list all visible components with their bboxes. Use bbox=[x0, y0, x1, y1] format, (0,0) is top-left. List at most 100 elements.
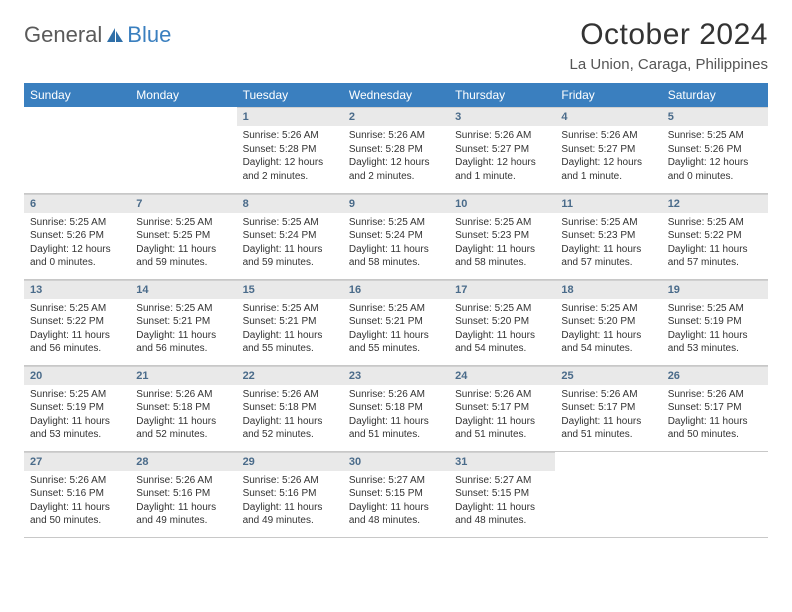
daylight-text: Daylight: 11 hours and 53 minutes. bbox=[30, 415, 124, 442]
day-number: 18 bbox=[555, 280, 661, 299]
sunset-text: Sunset: 5:18 PM bbox=[349, 401, 443, 415]
logo-text-general: General bbox=[24, 22, 102, 48]
day-body: Sunrise: 5:26 AMSunset: 5:16 PMDaylight:… bbox=[237, 471, 343, 532]
calendar-cell: 17Sunrise: 5:25 AMSunset: 5:20 PMDayligh… bbox=[449, 279, 555, 365]
sunrise-text: Sunrise: 5:25 AM bbox=[561, 302, 655, 316]
calendar-cell: 12Sunrise: 5:25 AMSunset: 5:22 PMDayligh… bbox=[662, 193, 768, 279]
day-number: 25 bbox=[555, 366, 661, 385]
sunrise-text: Sunrise: 5:25 AM bbox=[668, 216, 762, 230]
day-number: 19 bbox=[662, 280, 768, 299]
daylight-text: Daylight: 11 hours and 59 minutes. bbox=[136, 243, 230, 270]
calendar-cell: 31Sunrise: 5:27 AMSunset: 5:15 PMDayligh… bbox=[449, 451, 555, 537]
month-title: October 2024 bbox=[570, 18, 768, 52]
sunset-text: Sunset: 5:21 PM bbox=[136, 315, 230, 329]
calendar-cell: 2Sunrise: 5:26 AMSunset: 5:28 PMDaylight… bbox=[343, 107, 449, 193]
day-body: Sunrise: 5:25 AMSunset: 5:26 PMDaylight:… bbox=[662, 126, 768, 187]
calendar-cell: 9Sunrise: 5:25 AMSunset: 5:24 PMDaylight… bbox=[343, 193, 449, 279]
day-number: 29 bbox=[237, 452, 343, 471]
day-number: 24 bbox=[449, 366, 555, 385]
weekday-header: Monday bbox=[130, 83, 236, 107]
sunrise-text: Sunrise: 5:26 AM bbox=[668, 388, 762, 402]
calendar-cell: 7Sunrise: 5:25 AMSunset: 5:25 PMDaylight… bbox=[130, 193, 236, 279]
daylight-text: Daylight: 12 hours and 2 minutes. bbox=[349, 156, 443, 183]
daylight-text: Daylight: 11 hours and 53 minutes. bbox=[668, 329, 762, 356]
sunrise-text: Sunrise: 5:25 AM bbox=[136, 302, 230, 316]
sunrise-text: Sunrise: 5:26 AM bbox=[455, 129, 549, 143]
sunrise-text: Sunrise: 5:25 AM bbox=[349, 302, 443, 316]
day-number: 8 bbox=[237, 194, 343, 213]
sunset-text: Sunset: 5:21 PM bbox=[349, 315, 443, 329]
day-body: Sunrise: 5:27 AMSunset: 5:15 PMDaylight:… bbox=[343, 471, 449, 532]
location: La Union, Caraga, Philippines bbox=[570, 56, 768, 73]
sunset-text: Sunset: 5:18 PM bbox=[243, 401, 337, 415]
day-number: 10 bbox=[449, 194, 555, 213]
calendar-cell: 16Sunrise: 5:25 AMSunset: 5:21 PMDayligh… bbox=[343, 279, 449, 365]
sunrise-text: Sunrise: 5:26 AM bbox=[243, 129, 337, 143]
day-number: 12 bbox=[662, 194, 768, 213]
day-body: Sunrise: 5:27 AMSunset: 5:15 PMDaylight:… bbox=[449, 471, 555, 532]
daylight-text: Daylight: 11 hours and 55 minutes. bbox=[349, 329, 443, 356]
day-number: 9 bbox=[343, 194, 449, 213]
daylight-text: Daylight: 11 hours and 55 minutes. bbox=[243, 329, 337, 356]
day-body: Sunrise: 5:25 AMSunset: 5:25 PMDaylight:… bbox=[130, 213, 236, 274]
sunrise-text: Sunrise: 5:25 AM bbox=[455, 216, 549, 230]
calendar-cell bbox=[130, 107, 236, 193]
sunset-text: Sunset: 5:21 PM bbox=[243, 315, 337, 329]
sunrise-text: Sunrise: 5:26 AM bbox=[561, 388, 655, 402]
sunrise-text: Sunrise: 5:25 AM bbox=[243, 302, 337, 316]
day-body: Sunrise: 5:25 AMSunset: 5:20 PMDaylight:… bbox=[555, 299, 661, 360]
day-body: Sunrise: 5:26 AMSunset: 5:17 PMDaylight:… bbox=[555, 385, 661, 446]
sunset-text: Sunset: 5:27 PM bbox=[561, 143, 655, 157]
day-body: Sunrise: 5:25 AMSunset: 5:23 PMDaylight:… bbox=[555, 213, 661, 274]
calendar-cell: 13Sunrise: 5:25 AMSunset: 5:22 PMDayligh… bbox=[24, 279, 130, 365]
calendar-cell: 1Sunrise: 5:26 AMSunset: 5:28 PMDaylight… bbox=[237, 107, 343, 193]
calendar-cell: 25Sunrise: 5:26 AMSunset: 5:17 PMDayligh… bbox=[555, 365, 661, 451]
daylight-text: Daylight: 11 hours and 56 minutes. bbox=[30, 329, 124, 356]
weekday-header: Tuesday bbox=[237, 83, 343, 107]
sunset-text: Sunset: 5:27 PM bbox=[455, 143, 549, 157]
sunrise-text: Sunrise: 5:25 AM bbox=[561, 216, 655, 230]
day-number: 2 bbox=[343, 107, 449, 126]
calendar-cell: 8Sunrise: 5:25 AMSunset: 5:24 PMDaylight… bbox=[237, 193, 343, 279]
day-body: Sunrise: 5:25 AMSunset: 5:20 PMDaylight:… bbox=[449, 299, 555, 360]
sunset-text: Sunset: 5:19 PM bbox=[668, 315, 762, 329]
day-number: 5 bbox=[662, 107, 768, 126]
sunset-text: Sunset: 5:17 PM bbox=[455, 401, 549, 415]
sunset-text: Sunset: 5:16 PM bbox=[243, 487, 337, 501]
daylight-text: Daylight: 11 hours and 48 minutes. bbox=[455, 501, 549, 528]
calendar-cell: 18Sunrise: 5:25 AMSunset: 5:20 PMDayligh… bbox=[555, 279, 661, 365]
daylight-text: Daylight: 11 hours and 52 minutes. bbox=[136, 415, 230, 442]
weekday-header: Thursday bbox=[449, 83, 555, 107]
day-body: Sunrise: 5:25 AMSunset: 5:24 PMDaylight:… bbox=[343, 213, 449, 274]
calendar-cell bbox=[662, 451, 768, 537]
day-number: 4 bbox=[555, 107, 661, 126]
sunset-text: Sunset: 5:15 PM bbox=[349, 487, 443, 501]
day-number: 22 bbox=[237, 366, 343, 385]
day-number: 11 bbox=[555, 194, 661, 213]
calendar-cell: 19Sunrise: 5:25 AMSunset: 5:19 PMDayligh… bbox=[662, 279, 768, 365]
header: General Blue October 2024 La Union, Cara… bbox=[24, 18, 768, 73]
sunset-text: Sunset: 5:24 PM bbox=[243, 229, 337, 243]
sunrise-text: Sunrise: 5:25 AM bbox=[30, 388, 124, 402]
daylight-text: Daylight: 11 hours and 57 minutes. bbox=[668, 243, 762, 270]
sunset-text: Sunset: 5:20 PM bbox=[561, 315, 655, 329]
sunrise-text: Sunrise: 5:25 AM bbox=[243, 216, 337, 230]
calendar-cell: 23Sunrise: 5:26 AMSunset: 5:18 PMDayligh… bbox=[343, 365, 449, 451]
day-body: Sunrise: 5:25 AMSunset: 5:21 PMDaylight:… bbox=[343, 299, 449, 360]
sunrise-text: Sunrise: 5:26 AM bbox=[136, 388, 230, 402]
daylight-text: Daylight: 11 hours and 56 minutes. bbox=[136, 329, 230, 356]
day-body: Sunrise: 5:25 AMSunset: 5:19 PMDaylight:… bbox=[662, 299, 768, 360]
sunset-text: Sunset: 5:16 PM bbox=[30, 487, 124, 501]
title-block: October 2024 La Union, Caraga, Philippin… bbox=[570, 18, 768, 73]
sunrise-text: Sunrise: 5:25 AM bbox=[30, 216, 124, 230]
weekday-header-row: Sunday Monday Tuesday Wednesday Thursday… bbox=[24, 83, 768, 107]
daylight-text: Daylight: 11 hours and 49 minutes. bbox=[136, 501, 230, 528]
day-body: Sunrise: 5:26 AMSunset: 5:16 PMDaylight:… bbox=[24, 471, 130, 532]
day-number: 15 bbox=[237, 280, 343, 299]
daylight-text: Daylight: 11 hours and 51 minutes. bbox=[349, 415, 443, 442]
daylight-text: Daylight: 11 hours and 51 minutes. bbox=[455, 415, 549, 442]
daylight-text: Daylight: 11 hours and 58 minutes. bbox=[455, 243, 549, 270]
weekday-header: Saturday bbox=[662, 83, 768, 107]
daylight-text: Daylight: 11 hours and 48 minutes. bbox=[349, 501, 443, 528]
logo: General Blue bbox=[24, 22, 171, 48]
